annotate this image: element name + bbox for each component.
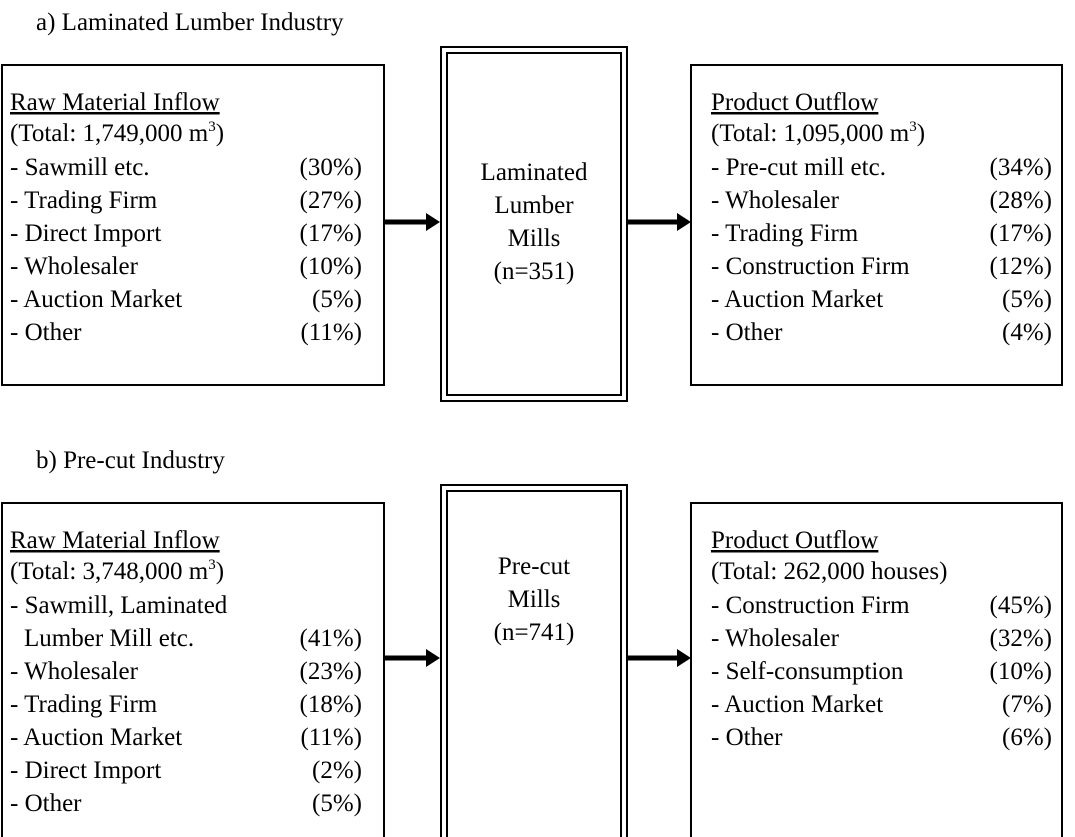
- total-exponent: 3: [208, 119, 216, 135]
- outflow-box: [690, 64, 1063, 386]
- item-label: - Other: [10, 319, 82, 346]
- item-share: (41%): [300, 625, 362, 652]
- mill-box-inner: [446, 52, 622, 396]
- item-label: - Sawmill, Laminated: [10, 592, 228, 619]
- inflow-box: [1, 502, 385, 837]
- item-share: (6%): [1002, 724, 1052, 751]
- mill-label: Mills: [508, 225, 561, 252]
- total-end: ): [917, 120, 925, 147]
- mill-box-inner: [446, 490, 622, 837]
- item-label: - Construction Firm: [711, 253, 910, 280]
- outflow-heading: Product Outflow: [711, 89, 878, 116]
- item-label: - Sawmill etc.: [10, 154, 150, 181]
- inflow-box: [1, 64, 385, 386]
- outflow-heading: Product Outflow: [711, 527, 878, 554]
- outflow-total: (Total: 262,000 houses): [711, 558, 947, 585]
- item-share: (11%): [300, 319, 362, 346]
- item-label: - Other: [711, 319, 783, 346]
- item-label: - Wholesaler: [10, 658, 139, 685]
- item-share: (12%): [990, 253, 1052, 280]
- arrow-head: [426, 213, 440, 231]
- section-title: a) Laminated Lumber Industry: [36, 9, 344, 36]
- item-label: - Auction Market: [10, 724, 182, 751]
- inflow-heading: Raw Material Inflow: [10, 527, 220, 554]
- mill-box-outer: [440, 46, 628, 402]
- item-share: (5%): [312, 286, 362, 313]
- item-label: - Trading Firm: [711, 220, 859, 247]
- item-share: (11%): [300, 724, 362, 751]
- item-share: (17%): [990, 220, 1052, 247]
- mill-label: Pre-cut: [498, 553, 570, 580]
- item-share: (30%): [300, 154, 362, 181]
- item-share: (7%): [1002, 691, 1052, 718]
- item-label: - Direct Import: [10, 757, 161, 784]
- mill-label: Mills: [508, 586, 561, 613]
- inflow-total: (Total: 3,748,000 m3): [10, 557, 224, 585]
- total-end: ): [216, 558, 224, 585]
- total-text: (Total: 262,000 houses): [711, 558, 947, 585]
- item-share: (45%): [990, 592, 1052, 619]
- total-exponent: 3: [208, 557, 216, 573]
- item-label: - Other: [10, 790, 82, 817]
- item-share: (32%): [990, 625, 1052, 652]
- item-share: (2%): [312, 757, 362, 784]
- inflow-heading: Raw Material Inflow: [10, 89, 220, 116]
- total-text: (Total: 1,095,000 m: [711, 120, 910, 147]
- item-label: - Other: [711, 724, 783, 751]
- item-share: (5%): [1002, 286, 1052, 313]
- total-text: (Total: 3,748,000 m: [10, 558, 209, 585]
- mill-label: Laminated: [481, 159, 588, 186]
- item-label: - Direct Import: [10, 220, 161, 247]
- item-share: (27%): [300, 187, 362, 214]
- item-label: - Wholesaler: [711, 187, 840, 214]
- item-label: - Construction Firm: [711, 592, 910, 619]
- item-label: - Wholesaler: [711, 625, 840, 652]
- mill-label: (n=351): [494, 258, 575, 285]
- item-share: (28%): [990, 187, 1052, 214]
- mill-box-outer: [440, 484, 628, 837]
- inflow-total: (Total: 1,749,000 m3): [10, 119, 224, 147]
- item-share: (23%): [300, 658, 362, 685]
- item-label: - Auction Market: [711, 286, 883, 313]
- total-text: (Total: 1,749,000 m: [10, 120, 209, 147]
- arrow-head: [677, 649, 691, 667]
- item-label: Lumber Mill etc.: [24, 625, 194, 652]
- item-share: (4%): [1002, 319, 1052, 346]
- mill-label: (n=741): [494, 619, 575, 646]
- item-share: (17%): [300, 220, 362, 247]
- item-label: - Trading Firm: [10, 187, 158, 214]
- item-share: (10%): [990, 658, 1052, 685]
- item-label: - Pre-cut mill etc.: [711, 154, 886, 181]
- item-label: - Wholesaler: [10, 253, 139, 280]
- item-share: (34%): [990, 154, 1052, 181]
- outflow-total: (Total: 1,095,000 m3): [711, 119, 925, 147]
- item-share: (10%): [300, 253, 362, 280]
- item-label: - Auction Market: [711, 691, 883, 718]
- section-title: b) Pre-cut Industry: [36, 447, 225, 474]
- total-exponent: 3: [909, 119, 917, 135]
- arrow-head: [426, 649, 440, 667]
- arrow-head: [677, 213, 691, 231]
- item-share: (5%): [312, 790, 362, 817]
- item-label: - Trading Firm: [10, 691, 158, 718]
- item-label: - Auction Market: [10, 286, 182, 313]
- item-label: - Self-consumption: [711, 658, 904, 685]
- item-share: (18%): [300, 691, 362, 718]
- total-end: ): [216, 120, 224, 147]
- mill-label: Lumber: [494, 192, 574, 219]
- outflow-box: [690, 502, 1063, 837]
